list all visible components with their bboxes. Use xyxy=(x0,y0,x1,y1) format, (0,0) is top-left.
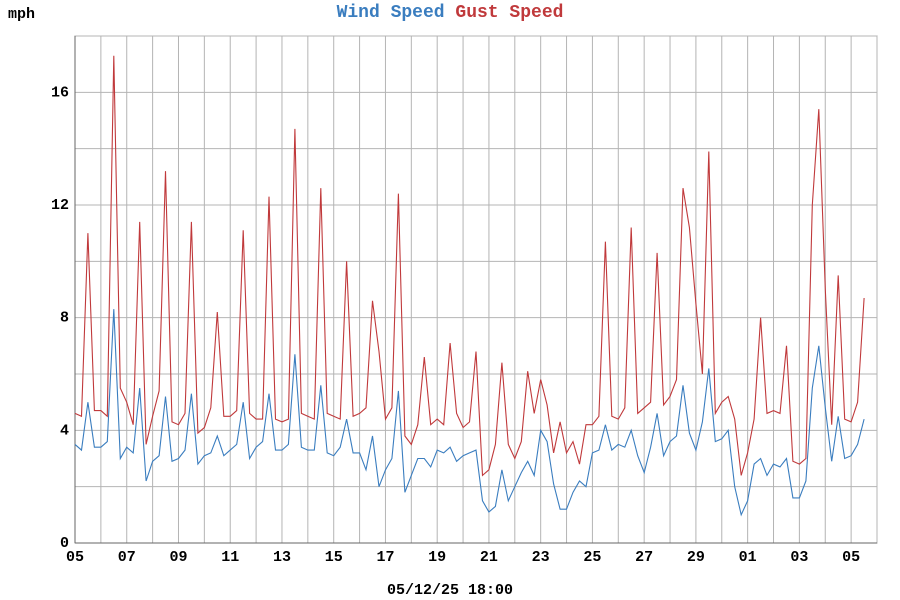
y-tick-label: 16 xyxy=(51,84,69,101)
x-tick-label: 15 xyxy=(325,549,343,566)
legend-entry: Wind Speed xyxy=(337,3,445,23)
x-tick-label: 13 xyxy=(273,549,291,566)
x-tick-label: 05 xyxy=(66,549,84,566)
y-tick-label: 12 xyxy=(51,197,69,214)
x-tick-label: 05 xyxy=(842,549,860,566)
x-tick-label: 03 xyxy=(790,549,808,566)
x-tick-label: 01 xyxy=(739,549,757,566)
x-tick-label: 17 xyxy=(376,549,394,566)
x-tick-label: 27 xyxy=(635,549,653,566)
data-line xyxy=(74,309,865,517)
x-tick-label: 09 xyxy=(169,549,187,566)
y-tick-label: 4 xyxy=(60,422,69,439)
data-line xyxy=(74,55,865,477)
x-tick-label: 19 xyxy=(428,549,446,566)
footer-timestamp: 05/12/25 18:00 xyxy=(387,582,513,599)
legend-entry: Gust Speed xyxy=(455,3,563,23)
x-tick-label: 29 xyxy=(687,549,705,566)
y-tick-label: 8 xyxy=(60,310,69,327)
x-tick-label: 23 xyxy=(532,549,550,566)
x-tick-label: 07 xyxy=(118,549,136,566)
legend: Wind Speed Gust Speed xyxy=(337,3,564,23)
x-tick-label: 25 xyxy=(583,549,601,566)
x-tick-label: 11 xyxy=(221,549,239,566)
y-unit: mph xyxy=(8,6,35,23)
y-tick-label: 0 xyxy=(60,535,69,552)
plot-area xyxy=(74,35,878,544)
x-tick-label: 21 xyxy=(480,549,498,566)
